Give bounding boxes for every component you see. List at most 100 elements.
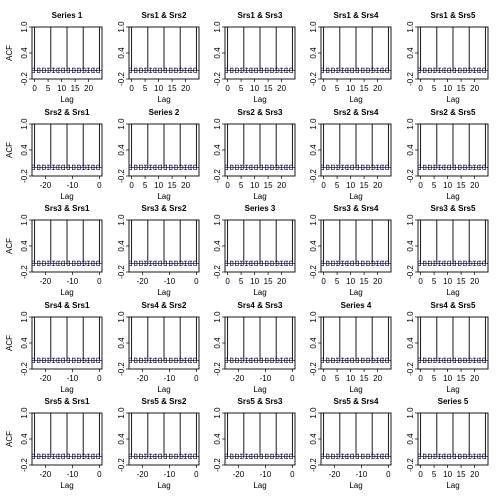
acf-panel: Srs3 & Srs4 -0.2 0.4 1.0 0 5 10 15 20 Lag	[309, 204, 392, 297]
x-tick-label: -10	[67, 374, 79, 383]
x-tick-label: -20	[233, 470, 245, 479]
y-tick-label: 0.4	[309, 47, 318, 59]
x-axis-title: Lag	[253, 481, 266, 490]
y-tick-label: -0.2	[406, 265, 415, 279]
panel-title: Srs1 & Srs2	[142, 11, 187, 20]
y-tick-label: 1.0	[309, 311, 318, 323]
x-tick-label: 0	[97, 374, 102, 383]
x-tick-label: 0	[290, 374, 295, 383]
y-tick-label: 0.4	[117, 433, 126, 445]
panel-title: Srs1 & Srs5	[431, 11, 476, 20]
y-tick-label: 1.0	[406, 311, 415, 323]
y-tick-label: -0.2	[309, 458, 318, 472]
x-tick-label: -10	[67, 470, 79, 479]
acf-panel: Srs5 & Srs3 -0.2 0.4 1.0 -20 -10 0 Lag	[213, 397, 296, 490]
x-tick-label: 5	[432, 277, 437, 286]
x-axis-title: Lag	[446, 192, 459, 201]
x-axis-title: Lag	[349, 95, 362, 104]
x-tick-label: 5	[432, 181, 437, 190]
x-tick-label: 10	[250, 84, 259, 93]
y-tick-label: 1.0	[213, 407, 222, 419]
panel-title: Srs2 & Srs1	[45, 108, 90, 117]
x-axis-title: Lag	[253, 192, 266, 201]
x-tick-label: 15	[168, 181, 177, 190]
x-tick-label: 10	[443, 470, 452, 479]
y-tick-label: -0.2	[213, 169, 222, 183]
x-tick-label: 20	[277, 84, 286, 93]
y-tick-label: 1.0	[406, 118, 415, 130]
y-tick-label: 1.0	[406, 407, 415, 419]
x-tick-label: 0	[418, 470, 423, 479]
x-tick-label: 10	[443, 374, 452, 383]
acf-panel: Srs4 & Srs2 -0.2 0.4 1.0 -20 -10 0 Lag	[117, 301, 200, 394]
y-tick-label: 0.4	[20, 433, 29, 445]
x-tick-label: -20	[137, 277, 149, 286]
panel-title: Srs3 & Srs1	[45, 204, 90, 213]
y-tick-label: -0.2	[117, 72, 126, 86]
y-tick-label: -0.2	[406, 72, 415, 86]
y-tick-label: 0.4	[406, 240, 415, 252]
y-tick-label: -0.2	[406, 362, 415, 376]
x-axis-title: Lag	[253, 385, 266, 394]
y-tick-label: 0.4	[213, 144, 222, 156]
x-tick-label: 15	[457, 374, 466, 383]
y-tick-label: -0.2	[213, 458, 222, 472]
x-axis-title: Lag	[157, 481, 170, 490]
y-tick-label: 1.0	[213, 21, 222, 33]
y-tick-label: 0.4	[117, 47, 126, 59]
acf-panel: Srs3 & Srs5 -0.2 0.4 1.0 0 5 10 15 20 Lag	[406, 204, 489, 297]
x-tick-label: -10	[260, 470, 272, 479]
y-tick-label: 1.0	[117, 311, 126, 323]
x-tick-label: 0	[321, 181, 326, 190]
panel-title: Srs2 & Srs4	[334, 108, 379, 117]
x-axis-title: Lag	[349, 385, 362, 394]
panel-title: Srs2 & Srs5	[431, 108, 476, 117]
x-tick-label: 0	[129, 181, 134, 190]
y-tick-label: -0.2	[309, 362, 318, 376]
y-tick-label: 0.4	[213, 337, 222, 349]
y-tick-label: 1.0	[309, 21, 318, 33]
panel-title: Srs3 & Srs4	[334, 204, 379, 213]
x-tick-label: -20	[329, 470, 341, 479]
panel-title: Srs5 & Srs1	[45, 397, 90, 406]
panel-title: Series 3	[245, 204, 276, 213]
x-tick-label: -20	[40, 181, 52, 190]
x-tick-label: 20	[373, 181, 382, 190]
x-tick-label: 0	[386, 470, 391, 479]
x-tick-label: -10	[260, 374, 272, 383]
x-tick-label: 15	[264, 181, 273, 190]
y-tick-label: -0.2	[406, 458, 415, 472]
y-tick-label: 0.4	[309, 240, 318, 252]
acf-panel: Series 5 -0.2 0.4 1.0 0 5 10 15 20 Lag	[406, 397, 489, 490]
y-tick-label: -0.2	[406, 169, 415, 183]
x-tick-label: 5	[432, 470, 437, 479]
panel-title: Srs1 & Srs3	[238, 11, 283, 20]
y-tick-label: -0.2	[117, 362, 126, 376]
x-axis-title: Lag	[253, 95, 266, 104]
acf-panel: Srs3 & Srs2 -0.2 0.4 1.0 -20 -10 0 Lag	[117, 204, 200, 297]
panel-title: Series 5	[438, 397, 469, 406]
x-tick-label: 0	[321, 374, 326, 383]
x-axis-title: Lag	[349, 481, 362, 490]
x-tick-label: 20	[84, 84, 93, 93]
y-tick-label: -0.2	[117, 169, 126, 183]
x-tick-label: 0	[129, 84, 134, 93]
x-tick-label: 0	[194, 277, 199, 286]
y-tick-label: 0.4	[213, 47, 222, 59]
x-tick-label: 10	[154, 84, 163, 93]
x-tick-label: 15	[264, 277, 273, 286]
y-axis-title: ACF	[5, 238, 14, 254]
x-tick-label: 5	[432, 374, 437, 383]
acf-panel: Srs2 & Srs1 -0.2 0.4 1.0 ACF -20 -10 0 Lag	[5, 108, 103, 201]
y-tick-label: -0.2	[213, 265, 222, 279]
x-axis-title: Lag	[446, 385, 459, 394]
x-axis-title: Lag	[60, 385, 73, 394]
x-tick-label: 20	[470, 374, 479, 383]
y-tick-label: 1.0	[20, 214, 29, 226]
x-tick-label: 0	[290, 470, 295, 479]
y-tick-label: -0.2	[117, 458, 126, 472]
x-tick-label: -10	[164, 470, 176, 479]
y-axis-title: ACF	[5, 431, 14, 447]
y-tick-label: -0.2	[309, 169, 318, 183]
x-tick-label: -20	[40, 470, 52, 479]
